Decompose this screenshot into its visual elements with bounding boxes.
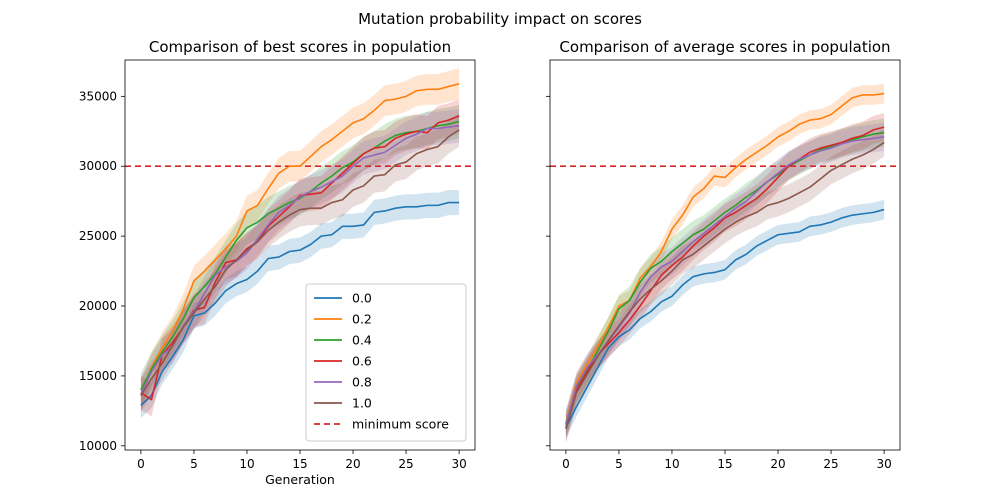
series-0.2-line (565, 92, 885, 424)
series-0.0-band (140, 190, 460, 418)
legend-label: 0.2 (352, 312, 372, 327)
legend-label: 0.6 (352, 354, 372, 369)
series-1.0-band (140, 113, 460, 413)
chart-title: Comparison of best scores in population (149, 38, 451, 56)
y-tick-label: 10000 (79, 439, 117, 453)
x-tick-label: 30 (451, 457, 466, 471)
series-0.4-band (565, 118, 885, 438)
series-0.6-band (565, 113, 885, 442)
average-scores-panel: Comparison of average scores in populati… (546, 38, 901, 471)
series-0.4-line (565, 131, 885, 424)
x-tick-label: 25 (823, 457, 838, 471)
y-tick-label: 20000 (79, 299, 117, 313)
x-tick-label: 10 (664, 457, 679, 471)
x-tick-label: 30 (876, 457, 891, 471)
y-tick-label: 15000 (79, 369, 117, 383)
x-tick-label: 20 (345, 457, 360, 471)
x-tick-label: 25 (398, 457, 413, 471)
figure-suptitle: Mutation probability impact on scores (358, 10, 642, 28)
legend: 0.0 0.2 0.4 0.6 0.8 1.0 minimum score (305, 283, 467, 442)
series-0.4-line (140, 120, 460, 391)
series-0.6-line (565, 126, 885, 428)
x-tick-label: 20 (770, 457, 785, 471)
x-tick-label: 5 (615, 457, 623, 471)
series-0.2-line (140, 82, 460, 396)
series-0.4-band (140, 104, 460, 407)
best-scores-panel: Comparison of best scores in population 0… (79, 38, 476, 487)
y-tick-label: 35000 (79, 89, 117, 103)
y-tick-label: 30000 (79, 159, 117, 173)
series-1.0-line (565, 141, 885, 430)
series-0.0-line (565, 208, 885, 428)
series-0.0-line (140, 201, 460, 406)
series-0.8-band (565, 122, 885, 439)
x-tick-label: 10 (239, 457, 254, 471)
x-axis-label: Generation (265, 472, 335, 487)
x-tick-label: 15 (292, 457, 307, 471)
x-tick-label: 5 (190, 457, 198, 471)
x-tick-label: 15 (717, 457, 732, 471)
legend-label: 1.0 (352, 396, 372, 411)
legend-box (305, 283, 467, 442)
y-tick-label: 25000 (79, 229, 117, 243)
x-tick-label: 0 (137, 457, 145, 471)
series-0.8-line (140, 124, 460, 395)
chart-title: Comparison of average scores in populati… (559, 38, 890, 56)
series-0.0-band (565, 199, 885, 438)
legend-label: 0.4 (352, 333, 372, 348)
series-1.0-line (140, 129, 460, 396)
legend-label: minimum score (352, 417, 449, 432)
series-0.2-band (140, 68, 460, 411)
x-tick-label: 0 (562, 457, 570, 471)
legend-label: 0.8 (352, 375, 372, 390)
series-0.8-band (140, 108, 460, 411)
legend-label: 0.0 (352, 291, 372, 306)
series-0.6-band (140, 99, 460, 417)
